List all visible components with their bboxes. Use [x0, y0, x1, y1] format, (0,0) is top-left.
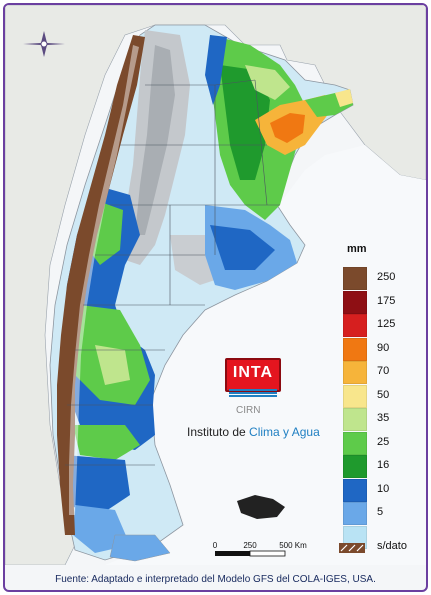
scale-bar: 0 250 500 Km	[213, 541, 307, 557]
inta-stripes-icon	[229, 389, 277, 397]
legend-swatch	[343, 337, 367, 361]
legend-swatch	[343, 478, 367, 502]
legend-label: 90	[377, 341, 390, 354]
map-frame: mm 250 175 125 90 70 50 35 25 16 10 5 INTA CIRN In…	[3, 3, 428, 592]
province-lines	[65, 79, 280, 466]
legend-label: 25	[377, 435, 390, 448]
inta-logo: INTA	[225, 358, 281, 400]
legend-swatch	[343, 267, 367, 290]
scale-label-1: 250	[243, 541, 257, 550]
legend-label: 175	[377, 294, 396, 307]
legend-swatch	[343, 502, 367, 525]
legend-swatch	[343, 431, 367, 455]
scale-label-2: 500 Km	[279, 541, 307, 550]
malvinas	[237, 495, 285, 519]
inta-logo-text: INTA	[232, 364, 274, 381]
legend-swatch	[343, 361, 367, 384]
legend-label: 35	[377, 412, 390, 424]
legend-label: 250	[377, 271, 396, 283]
legend-label: 16	[377, 459, 390, 471]
cirn-label: CIRN	[236, 405, 261, 416]
legend-swatch	[343, 384, 367, 408]
legend-swatch	[343, 290, 367, 314]
institute-name: Instituto de Clima y Agua	[187, 425, 320, 439]
nodata-andes	[57, 35, 145, 535]
legend-title: mm	[347, 243, 367, 255]
inta-logo-box: INTA	[225, 358, 281, 392]
legend-label: 5	[377, 506, 384, 518]
nodata-swatch	[339, 543, 365, 553]
legend-swatch	[343, 314, 367, 337]
scale-label-0: 0	[213, 541, 218, 550]
nodata-label: s/dato	[377, 540, 407, 552]
legend-label: 125	[377, 318, 396, 330]
legend-swatch	[343, 455, 367, 478]
legend-label: 50	[377, 388, 390, 401]
compass-icon	[23, 31, 65, 57]
source-note: Fuente: Adaptado e interpretado del Mode…	[55, 574, 376, 585]
legend-label: 70	[377, 365, 390, 377]
tierra-del-fuego	[109, 534, 171, 562]
legend-label: 10	[377, 482, 390, 495]
legend-swatch	[343, 408, 367, 431]
institute-accent: Clima y Agua	[249, 425, 320, 439]
institute-prefix: Instituto de	[187, 425, 250, 439]
